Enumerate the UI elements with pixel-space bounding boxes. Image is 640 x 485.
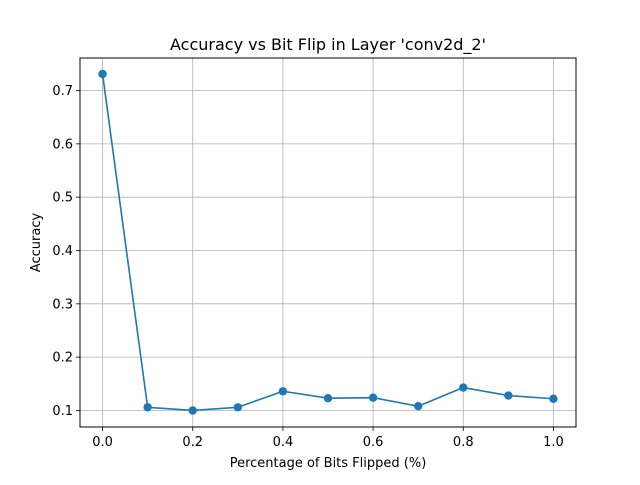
x-tick-label: 1.0 [543, 435, 564, 450]
grid [80, 58, 576, 427]
y-tick-label: 0.4 [52, 244, 73, 259]
data-point [323, 394, 333, 403]
x-tick-label: 0.0 [92, 435, 113, 450]
y-tick-label: 0.3 [52, 297, 73, 312]
x-axis-label: Percentage of Bits Flipped (%) [230, 456, 427, 471]
data-point [413, 402, 423, 411]
chart-title: Accuracy vs Bit Flip in Layer 'conv2d_2' [170, 35, 486, 55]
x-tick-label: 0.8 [453, 435, 474, 450]
data-point [98, 69, 107, 79]
y-axis-label: Accuracy [29, 213, 44, 273]
data-point [143, 403, 152, 412]
data-point [233, 403, 243, 412]
plot-area-frame [79, 57, 577, 428]
data-point [549, 394, 558, 403]
ticks: 0.0 0.2 0.4 0.6 0.8 1.0 0.1 0.2 0.3 0.4 0.5 0.6 0.7 [52, 84, 563, 450]
data-point [188, 406, 197, 415]
y-tick-label: 0.7 [52, 84, 73, 99]
y-tick-label: 0.2 [52, 351, 73, 366]
data-point [459, 383, 468, 392]
y-tick-label: 0.6 [52, 137, 73, 152]
x-tick-label: 0.4 [273, 435, 294, 450]
data-point [504, 391, 513, 400]
x-tick-label: 0.6 [363, 435, 384, 450]
data-point [278, 387, 288, 396]
series-layer [98, 69, 558, 415]
x-tick-label: 0.2 [182, 435, 203, 450]
data-point [368, 393, 378, 402]
y-tick-label: 0.5 [52, 191, 73, 206]
y-tick-label: 0.1 [52, 404, 73, 419]
